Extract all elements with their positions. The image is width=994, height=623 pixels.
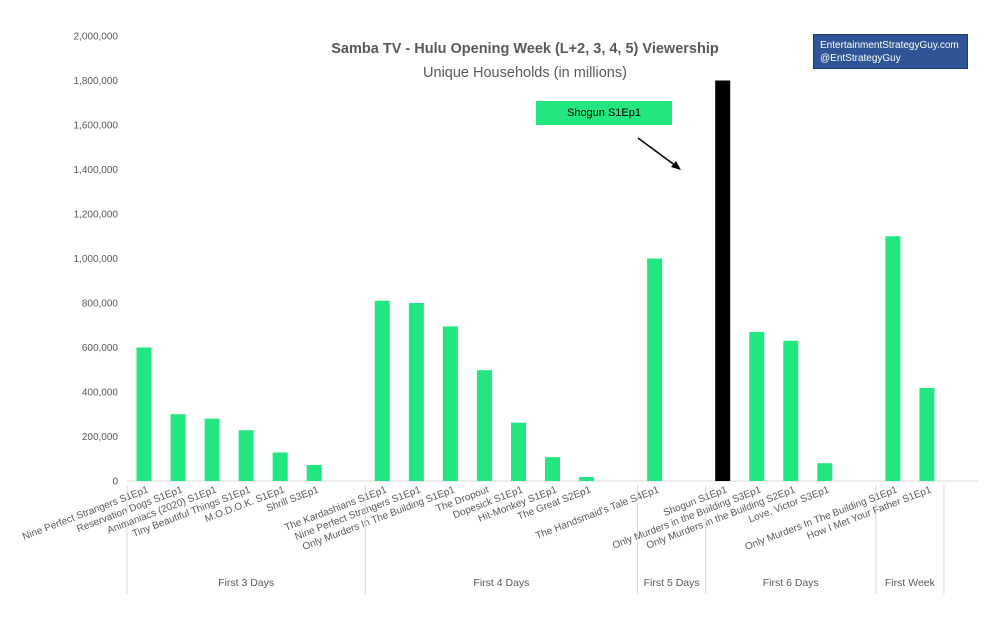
chart-title: Samba TV - Hulu Opening Week (L+2, 3, 4,… [331, 41, 719, 57]
y-tick-label: 2,000,000 [74, 32, 119, 43]
bar [545, 457, 560, 481]
bar [374, 300, 390, 481]
bar [170, 414, 186, 481]
annotation-arrow [637, 137, 677, 167]
group-label: First 6 Days [763, 577, 819, 589]
bar [476, 370, 492, 481]
bar [885, 236, 901, 481]
bar-highlight [715, 80, 731, 481]
bar [579, 476, 595, 481]
group-label: First 5 Days [644, 577, 700, 589]
axis-layer: 0 200,000 400,000 600,000 800,000 1,000,000 1,… [74, 32, 978, 488]
y-tick-label: 200,000 [82, 432, 119, 443]
annotation-arrowhead [671, 161, 681, 170]
group-label-layer: First 3 Days First 4 Days First 5 Days Firs… [126, 485, 945, 594]
y-tick-label: 1,400,000 [74, 165, 119, 176]
bar [919, 387, 935, 481]
y-tick-label: 800,000 [82, 299, 119, 310]
group-label: First 3 Days [218, 577, 274, 589]
y-tick-label: 400,000 [82, 388, 119, 399]
bar-layer [136, 80, 935, 481]
y-tick-label: 1,800,000 [74, 76, 119, 87]
bar [783, 340, 799, 481]
y-tick-label: 1,600,000 [74, 121, 119, 132]
bar [647, 258, 663, 481]
bar [238, 430, 254, 481]
annotation-callout: Shogun S1Ep1 [536, 101, 672, 125]
y-tick-label: 0 [112, 477, 118, 488]
group-label: First 4 Days [473, 577, 529, 589]
y-tick-label: 1,200,000 [74, 210, 119, 221]
bar [442, 326, 458, 481]
bar [749, 331, 765, 481]
bar [272, 452, 288, 481]
bar [817, 463, 833, 481]
bar [408, 303, 424, 481]
chart-subtitle: Unique Households (in millions) [423, 65, 627, 81]
group-label: First Week [885, 577, 936, 589]
credit-handle: @EntStrategyGuy [820, 53, 901, 64]
y-tick-label: 1,000,000 [74, 254, 119, 265]
bar [204, 418, 220, 481]
bar [306, 464, 322, 481]
category-label-layer: Nine Perfect Strangers S1Ep1Reservation … [21, 484, 933, 553]
credit-box: EntertainmentStrategyGuy.com @EntStrateg… [813, 34, 968, 69]
y-tick-label: 600,000 [82, 343, 119, 354]
bar [136, 347, 152, 481]
bar [510, 422, 526, 481]
credit-website: EntertainmentStrategyGuy.com [820, 40, 959, 51]
